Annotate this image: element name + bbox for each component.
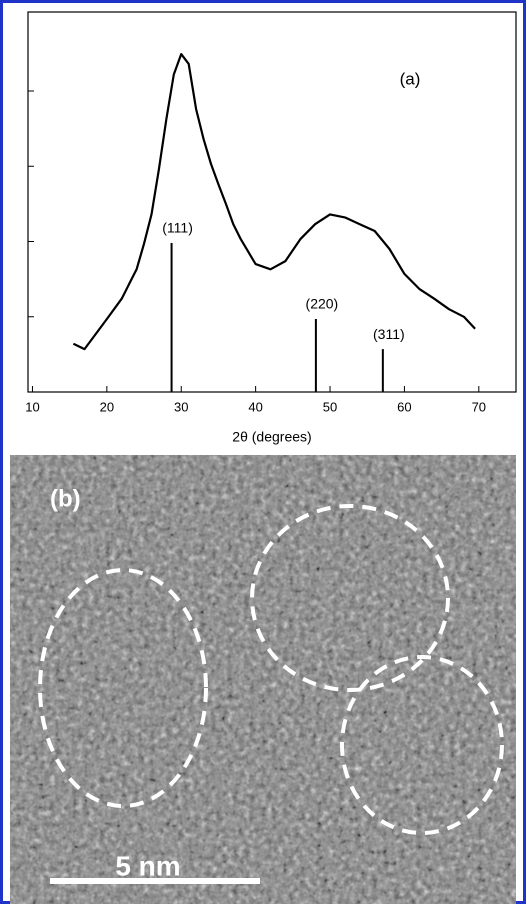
x-tick-label: 30 [174,399,188,414]
scale-bar [50,878,260,884]
particle-outlines [38,504,504,835]
xrd-plot: (a) 2θ (degrees) 10 20 30 40 50 60 70 (111) (220… [25,11,517,445]
peak-label: (311) [373,326,405,342]
x-tick-label: 40 [248,399,262,414]
tem-panel: (b) 5 nm [10,455,516,904]
plot-frame [27,11,517,393]
x-tick-label: 20 [100,399,114,414]
scale-bar-label: 5 nm [115,850,180,881]
x-tick-label: 50 [323,399,337,414]
peak-label: (220) [306,296,339,312]
x-tick-label: 70 [472,399,486,414]
panel-label: (a) [400,69,421,88]
x-axis-label: 2θ (degrees) [232,429,311,445]
x-tick-label: 10 [25,399,39,414]
panel-label: (b) [50,485,81,512]
particle-outline [340,655,504,835]
particle-outline [38,568,208,808]
tem-image [10,455,516,904]
peak-label: (111) [162,220,193,236]
particle-outline [250,504,450,692]
data-line [72,53,476,351]
x-tick-label: 60 [397,399,411,414]
